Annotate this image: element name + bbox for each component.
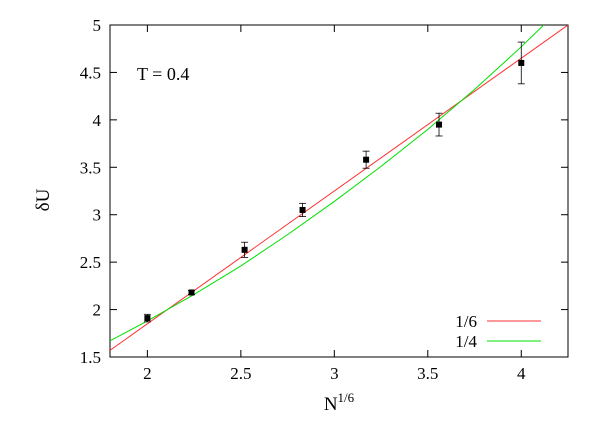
x-axis-label-base: N (324, 394, 338, 415)
fit-lines (110, 25, 568, 351)
fit-line-0 (110, 25, 568, 351)
annotation: T = 0.4 (137, 64, 189, 84)
y-tick-label: 3 (93, 206, 102, 225)
plot-frame (109, 24, 569, 358)
x-axis-label: N1/6 (324, 390, 355, 415)
tick-labels: 2 2.5 3 3.5 4 1.5 2 2.5 3 3.5 4 4.5 5 (80, 16, 526, 383)
data-point (518, 59, 525, 66)
data-point (436, 121, 443, 128)
data-point (144, 315, 151, 322)
x-tick-label: 2 (143, 364, 152, 383)
y-tick-label: 2 (93, 301, 102, 320)
data-point (299, 206, 306, 213)
fit-line-1 (110, 25, 545, 342)
error-bars (143, 41, 525, 323)
ticks (110, 24, 568, 358)
x-tick-label: 4 (517, 364, 526, 383)
data-point (241, 246, 248, 253)
y-tick-label: 4.5 (80, 63, 101, 82)
y-tick-label: 1.5 (80, 348, 101, 367)
data-point (363, 156, 370, 163)
legend: 1/6 1/4 (455, 312, 541, 351)
data-points (144, 59, 525, 322)
y-tick-label: 2.5 (80, 253, 101, 272)
y-axis-label: δU (33, 188, 54, 211)
legend-label-0: 1/6 (455, 312, 477, 331)
x-tick-label: 3 (330, 364, 339, 383)
x-tick-label: 2.5 (230, 364, 251, 383)
y-tick-label: 4 (93, 111, 102, 130)
y-tick-label: 5 (93, 16, 102, 35)
y-tick-label: 3.5 (80, 158, 101, 177)
data-point (188, 289, 195, 296)
legend-label-1: 1/4 (455, 332, 477, 351)
x-tick-label: 3.5 (417, 364, 438, 383)
x-axis-label-superscript: 1/6 (338, 390, 355, 405)
